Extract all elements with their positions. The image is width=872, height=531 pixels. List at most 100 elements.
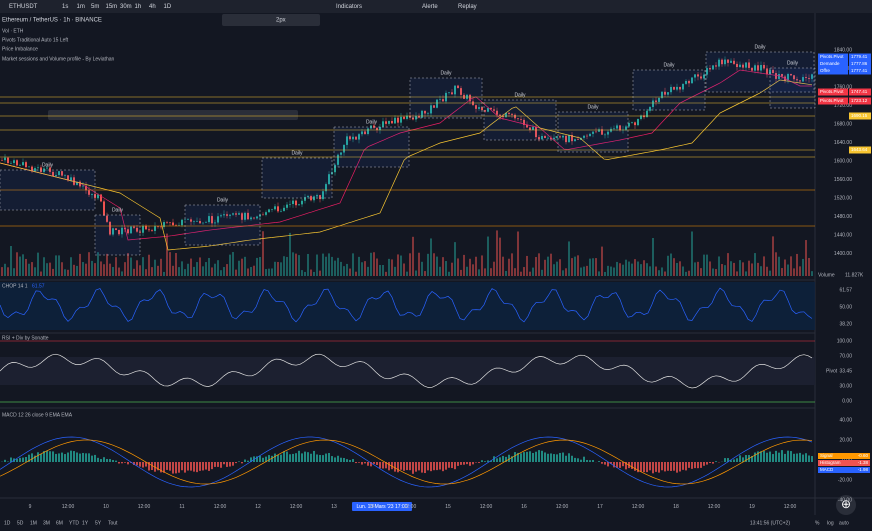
candle — [811, 74, 813, 79]
candle — [19, 165, 21, 166]
macd-histogram — [727, 458, 729, 462]
candle — [703, 74, 705, 79]
volume-bar — [721, 264, 723, 276]
candle — [514, 114, 516, 119]
volume-bar — [634, 259, 636, 276]
candle — [718, 59, 720, 67]
candle — [106, 215, 108, 222]
volume-bar — [73, 264, 75, 276]
price-axis-label: 1560.00 — [834, 177, 852, 183]
macd-histogram — [415, 462, 417, 472]
volume-bar — [787, 264, 789, 276]
candle — [181, 219, 183, 226]
volume-bar — [196, 262, 198, 276]
indicators-button[interactable]: Indicators — [336, 4, 362, 10]
candle — [688, 80, 690, 84]
range-button[interactable]: YTD — [69, 520, 79, 526]
candle — [310, 196, 312, 201]
zoom-icon[interactable]: ⊕ — [841, 497, 851, 511]
macd-histogram — [46, 450, 48, 462]
candle — [430, 105, 432, 114]
price-tag-box — [849, 97, 871, 105]
candle — [529, 127, 531, 130]
timeframe[interactable]: 1h — [135, 4, 142, 10]
price-tag-box — [849, 112, 871, 120]
candle — [382, 121, 384, 127]
candle — [775, 73, 777, 79]
candle — [202, 222, 204, 224]
macd-histogram — [667, 462, 669, 471]
candle — [727, 59, 729, 63]
candle — [391, 120, 393, 124]
alerts-button[interactable]: Alerte — [422, 4, 438, 10]
range-button[interactable]: 1M — [30, 520, 37, 526]
volume-bar — [751, 263, 753, 276]
line-size[interactable]: 2px — [276, 18, 286, 24]
symbol[interactable]: ETHUSDT — [9, 4, 38, 10]
volume-bar — [271, 268, 273, 276]
macd-histogram — [571, 455, 573, 462]
macd-histogram — [295, 453, 297, 462]
candle — [52, 171, 54, 177]
volume-bar — [760, 266, 762, 276]
macd-histogram — [37, 452, 39, 462]
candle — [97, 194, 99, 199]
candle — [661, 91, 663, 98]
range-button[interactable]: Tout — [108, 520, 118, 526]
range-button[interactable]: 5D — [17, 520, 24, 526]
volume-bar — [64, 269, 66, 276]
candle — [121, 227, 123, 235]
volume-bar — [637, 261, 639, 276]
scale-button[interactable]: auto — [839, 520, 849, 526]
volume-bar — [202, 266, 204, 276]
macd-histogram — [493, 456, 495, 462]
macd-histogram — [343, 457, 345, 462]
volume-bar — [745, 271, 747, 276]
candle — [781, 74, 783, 77]
replay-button[interactable]: Replay — [458, 4, 477, 10]
volume-bar — [286, 256, 288, 276]
macd-histogram — [613, 462, 615, 468]
candle — [706, 68, 708, 75]
scale-button[interactable]: log — [827, 520, 834, 526]
macd-histogram — [568, 453, 570, 462]
volume-bar — [193, 266, 195, 276]
macd-histogram — [622, 462, 624, 467]
range-button[interactable]: 3M — [43, 520, 50, 526]
session-label: Daily — [366, 119, 378, 125]
volume-bar — [718, 256, 720, 276]
session-label: Daily — [440, 70, 452, 76]
candle — [673, 86, 675, 90]
macd-histogram — [265, 456, 267, 462]
range-button[interactable]: 5Y — [95, 520, 102, 526]
macd-histogram — [196, 462, 198, 473]
range-button[interactable]: 1D — [4, 520, 11, 526]
timeframe[interactable]: 4h — [149, 4, 156, 10]
timeframe[interactable]: 1s — [62, 4, 68, 10]
candle — [340, 152, 342, 155]
volume-bar — [796, 253, 798, 276]
candle — [499, 114, 501, 116]
range-button[interactable]: 1Y — [82, 520, 89, 526]
macd-histogram — [163, 462, 165, 473]
candle — [100, 194, 102, 202]
timeframe[interactable]: 15m — [106, 4, 118, 10]
macd-histogram — [505, 456, 507, 462]
candle — [394, 117, 396, 124]
timeframe[interactable]: 1D — [164, 4, 172, 10]
volume-bar — [169, 252, 171, 276]
timeframe[interactable]: 30m — [120, 4, 132, 10]
range-button[interactable]: 6M — [56, 520, 63, 526]
volume-bar — [466, 266, 468, 276]
macd-histogram — [346, 459, 348, 462]
timeframe[interactable]: 1m — [77, 4, 85, 10]
timeframe[interactable]: 5m — [91, 4, 99, 10]
macd-histogram — [802, 454, 804, 462]
zoom-button[interactable] — [836, 495, 856, 515]
volume-bar — [373, 252, 375, 276]
macd-histogram — [205, 462, 207, 470]
macd-histogram — [625, 462, 627, 470]
candle — [250, 217, 252, 220]
candle — [73, 177, 75, 185]
scale-button[interactable]: % — [815, 520, 820, 526]
